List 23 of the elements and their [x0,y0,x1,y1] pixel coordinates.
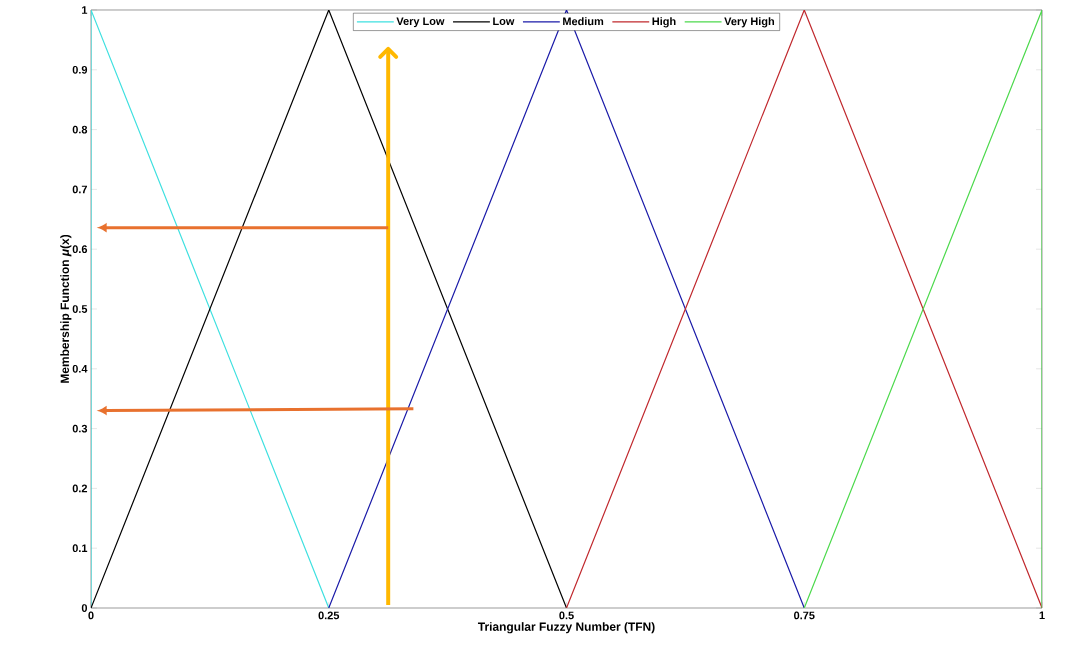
y-tick-label: 1 [82,6,88,14]
y-tick-label: 0.6 [72,245,88,254]
x-tick-label: 0 [88,611,94,620]
y-tick-label: 0.9 [72,65,88,74]
x-axis-title: Triangular Fuzzy Number (TFN) [477,622,655,634]
x-tick-label: 0.25 [318,611,340,620]
y-tick-label: 0.3 [72,424,88,433]
y-tick-label: 0 [81,604,88,612]
legend-label: Very High [724,17,775,28]
legend-label: Medium [563,17,604,26]
x-tick-label: 0.75 [794,611,815,620]
y-tick-label: 0.5 [72,305,88,313]
x-tick-label: 0.5 [559,611,574,620]
x-tick-label: 1 [1039,611,1045,620]
y-tick-label: 0.1 [72,544,88,553]
legend-label: High [652,17,676,28]
y-tick-label: 0.8 [72,125,88,134]
y-tick-label: 0.7 [72,185,87,194]
legend-label: Low [493,17,515,26]
y-tick-label: 0.4 [72,364,88,373]
y-tick-label: 0.2 [72,484,88,493]
legend-label: Very Low [396,17,445,28]
y-axis-title: Membership Function μ(x) [60,234,72,383]
